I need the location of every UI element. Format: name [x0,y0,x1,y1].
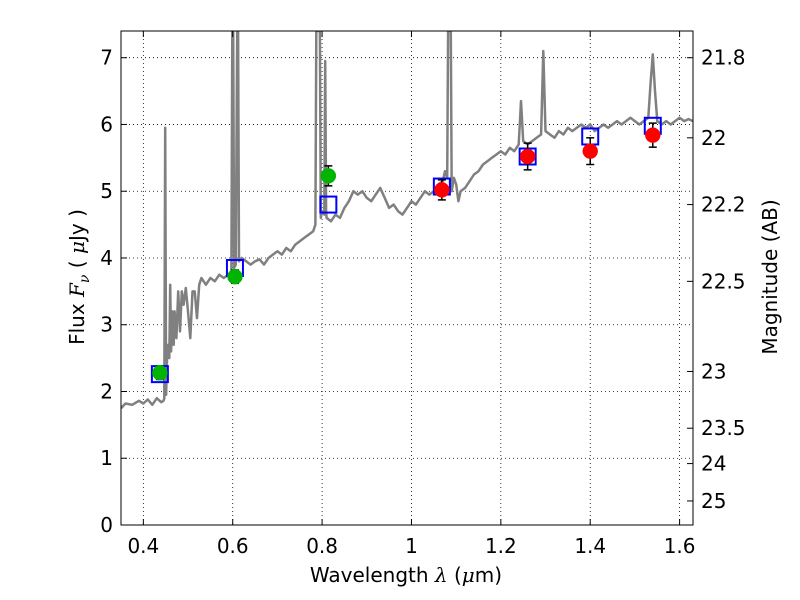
x-axis-title: Wavelength λ (μm) [310,563,502,587]
model-photometry-square [319,195,338,214]
x-tick-label: 1.2 [485,534,517,558]
x-tick-label: 1.4 [574,534,606,558]
right-axis-title: Magnitude (AB) [758,199,782,354]
y-axis-title: Flux Fν ( μJy ) [65,209,93,345]
right-tick-label: 22 [701,126,726,150]
plot-frame [120,30,694,526]
right-tick-label: 23 [701,359,726,383]
y-tick-label: 2 [100,379,113,403]
y-tick-label: 5 [100,179,113,203]
x-tick-label: 0.8 [306,534,338,558]
grid [121,31,693,526]
observed-red-point [582,143,598,159]
right-tick-label: 22.2 [701,193,746,217]
plot-data [121,31,693,410]
y-tick-label: 7 [100,46,113,70]
y-tick-label: 0 [100,513,113,537]
observed-green-point [152,365,168,381]
observed-green-point [320,168,337,184]
observed-red-point [645,127,661,143]
y-tick-label: 6 [100,112,113,136]
observed-red-point [519,148,536,165]
x-tick-label: 0.6 [217,534,249,558]
right-tick-label: 23.5 [701,416,746,440]
x-tick-label: 0.4 [127,534,159,558]
spectrum-line [121,31,693,410]
observed-green-point [227,268,243,285]
y-tick-label: 3 [100,313,113,337]
x-tick-label: 1 [405,534,418,558]
right-tick-label: 22.5 [701,269,746,293]
x-tick-label: 1.6 [664,534,696,558]
y-tick-label: 4 [100,246,113,270]
right-tick-label: 24 [701,452,726,476]
right-tick-label: 25 [701,489,726,513]
y-tick-label: 1 [100,446,113,470]
right-tick-label: 21.8 [701,46,746,70]
observed-red-point [434,182,450,198]
